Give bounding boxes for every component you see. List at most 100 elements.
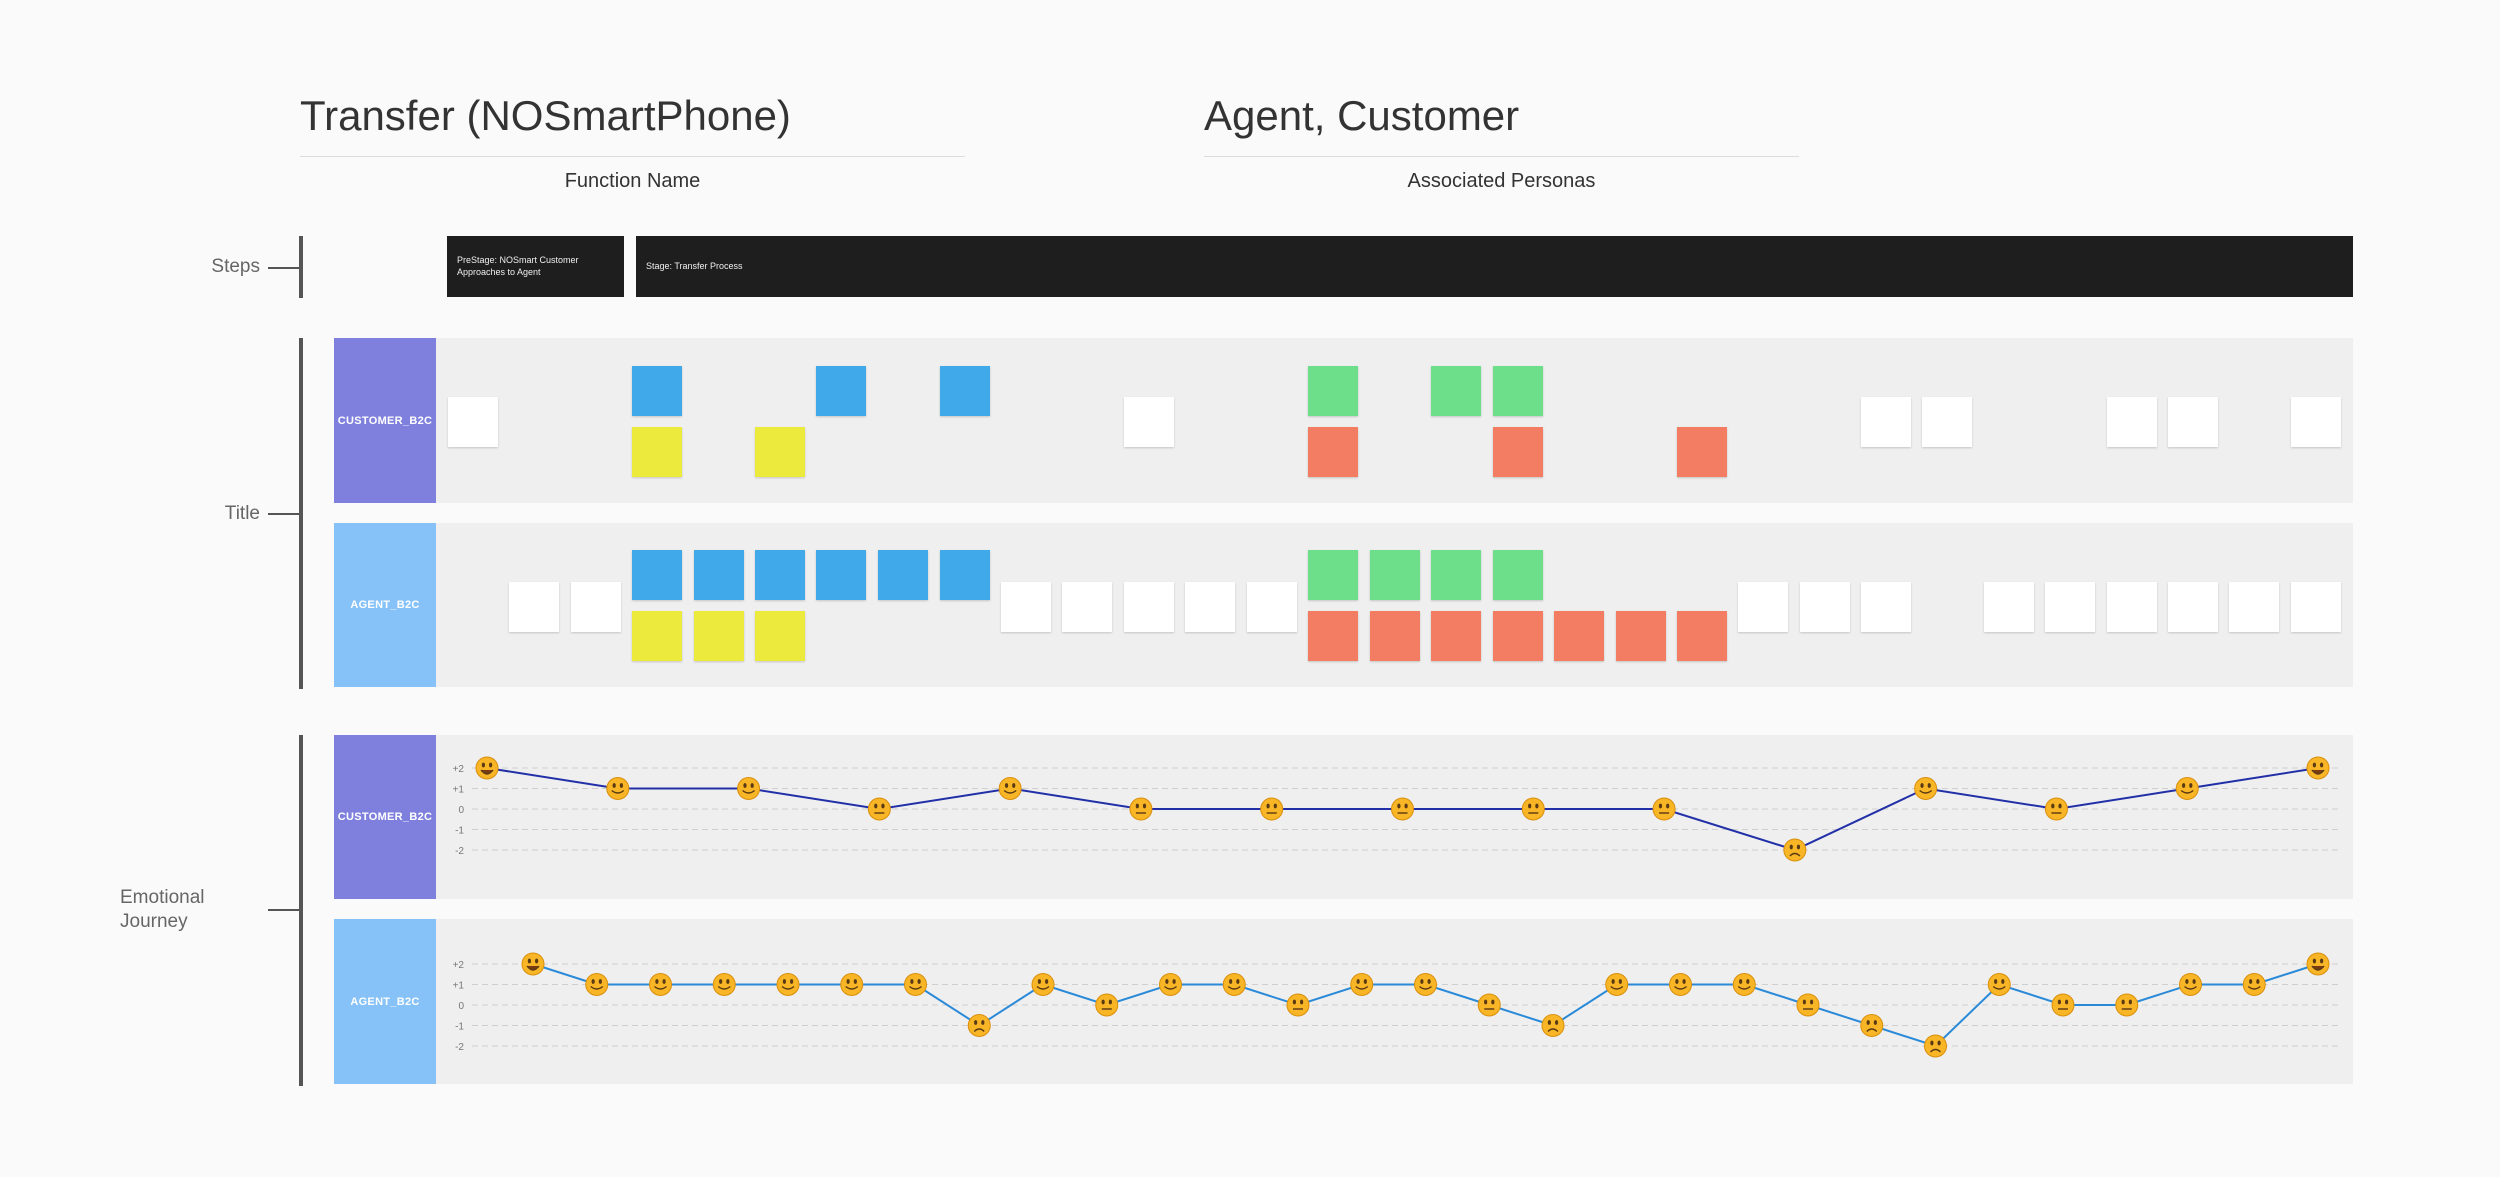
smiling-face-icon[interactable] [2242,973,2266,996]
sticky-note[interactable] [694,611,744,661]
neutral-face-icon[interactable] [1521,797,1545,821]
frowning-face-icon[interactable] [1860,1014,1884,1037]
sticky-note[interactable] [448,397,498,447]
smiling-face-icon[interactable] [606,777,630,800]
smiling-face-icon[interactable] [649,973,672,996]
sticky-note[interactable] [1493,366,1543,416]
sticky-note[interactable] [1431,366,1481,416]
sticky-note[interactable] [1431,550,1481,600]
sticky-note[interactable] [1493,611,1543,661]
stage-prestage[interactable]: PreStage: NOSmart Customer Approaches to… [447,236,624,297]
sticky-note[interactable] [2168,582,2218,632]
smiling-face-icon[interactable] [2306,952,2330,976]
sticky-note[interactable] [2107,397,2157,447]
neutral-face-icon[interactable] [2051,993,2075,1017]
neutral-face-icon[interactable] [1095,993,1119,1017]
sticky-note[interactable] [1124,397,1174,447]
sticky-note[interactable] [1370,550,1420,600]
smiling-face-icon[interactable] [521,952,545,976]
smiling-face-icon[interactable] [1987,973,2011,996]
neutral-face-icon[interactable] [1286,993,1310,1017]
sticky-note[interactable] [755,611,805,661]
sticky-note[interactable] [509,582,559,632]
sticky-note[interactable] [1677,427,1727,477]
smiling-face-icon[interactable] [1159,973,1182,996]
sticky-note[interactable] [2045,582,2095,632]
sticky-note[interactable] [1677,611,1727,661]
smiling-face-icon[interactable] [1350,973,1374,996]
sticky-note[interactable] [755,550,805,600]
sticky-note[interactable] [755,427,805,477]
sticky-note[interactable] [2291,582,2341,632]
smiling-face-icon[interactable] [712,973,736,996]
sticky-note[interactable] [694,550,744,600]
smiling-face-icon[interactable] [1414,973,1437,996]
sticky-note[interactable] [878,550,928,600]
sticky-note[interactable] [1185,582,1235,632]
smiling-face-icon[interactable] [1222,973,1246,996]
sticky-note[interactable] [1308,550,1358,600]
neutral-face-icon[interactable] [1652,797,1676,821]
sticky-note[interactable] [2291,397,2341,447]
smiling-face-icon[interactable] [904,973,927,996]
smiling-face-icon[interactable] [585,973,609,996]
sticky-note[interactable] [1431,611,1481,661]
smiling-face-icon[interactable] [2179,973,2202,996]
sticky-note[interactable] [632,366,682,416]
neutral-face-icon[interactable] [1796,993,1820,1017]
sticky-note[interactable] [1493,427,1543,477]
sticky-note[interactable] [1001,582,1051,632]
sticky-note[interactable] [1738,582,1788,632]
neutral-face-icon[interactable] [2044,797,2068,821]
smiling-face-icon[interactable] [998,777,1022,800]
sticky-note[interactable] [1124,582,1174,632]
smiling-face-icon[interactable] [737,777,761,800]
smiling-face-icon[interactable] [1031,973,1055,996]
neutral-face-icon[interactable] [1477,993,1501,1017]
sticky-note[interactable] [1922,397,1972,447]
sticky-note[interactable] [816,366,866,416]
sticky-note[interactable] [1616,611,1666,661]
sticky-note[interactable] [632,611,682,661]
sticky-note[interactable] [2229,582,2279,632]
smiling-face-icon[interactable] [840,973,864,996]
sticky-note[interactable] [1861,582,1911,632]
frowning-face-icon[interactable] [1924,1034,1947,1058]
neutral-face-icon[interactable] [1391,797,1414,821]
sticky-note[interactable] [940,366,990,416]
neutral-face-icon[interactable] [1129,797,1153,821]
sticky-note[interactable] [2107,582,2157,632]
smiling-face-icon[interactable] [1914,777,1938,800]
sticky-note[interactable] [632,427,682,477]
sticky-note[interactable] [1984,582,2034,632]
stage-transfer-process[interactable]: Stage: Transfer Process [636,236,2353,297]
sticky-note[interactable] [1062,582,1112,632]
smiling-face-icon[interactable] [776,973,800,996]
neutral-face-icon[interactable] [867,797,891,821]
sticky-note[interactable] [1308,611,1358,661]
sticky-note[interactable] [816,550,866,600]
sticky-note[interactable] [1247,582,1297,632]
frowning-face-icon[interactable] [1541,1014,1565,1037]
smiling-face-icon[interactable] [1669,973,1692,996]
frowning-face-icon[interactable] [1783,838,1807,862]
frowning-face-icon[interactable] [967,1014,991,1037]
neutral-face-icon[interactable] [2115,993,2139,1017]
smiling-face-icon[interactable] [2306,756,2330,780]
smiling-face-icon[interactable] [1732,973,1756,996]
smiling-face-icon[interactable] [475,756,499,780]
smiling-face-icon[interactable] [2175,777,2199,800]
sticky-note[interactable] [632,550,682,600]
sticky-note[interactable] [1308,427,1358,477]
sticky-note[interactable] [2168,397,2218,447]
sticky-note[interactable] [1861,397,1911,447]
sticky-note[interactable] [1493,550,1543,600]
sticky-note[interactable] [1308,366,1358,416]
smiling-face-icon[interactable] [1605,973,1629,996]
sticky-note[interactable] [1554,611,1604,661]
sticky-note[interactable] [1800,582,1850,632]
sticky-note[interactable] [1370,611,1420,661]
sticky-note[interactable] [571,582,621,632]
sticky-note[interactable] [940,550,990,600]
neutral-face-icon[interactable] [1260,797,1284,821]
